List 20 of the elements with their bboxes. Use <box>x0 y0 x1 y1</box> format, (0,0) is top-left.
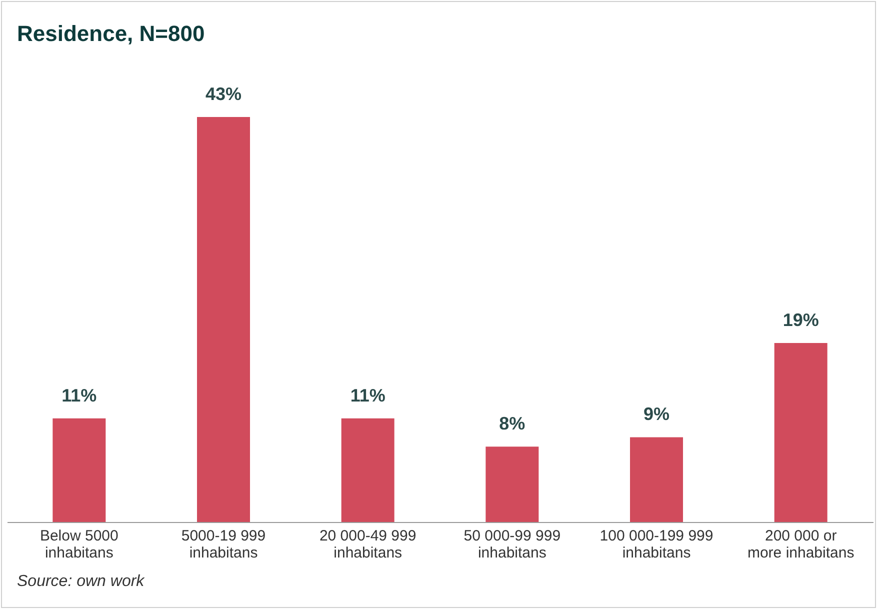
bar <box>630 437 683 522</box>
x-tick-label: 200 000 or more inhabitans <box>747 528 854 562</box>
bar <box>341 418 394 522</box>
x-tick-label: Below 5000 inhabitans <box>40 528 118 562</box>
data-label: 8% <box>499 414 526 434</box>
data-label: 11% <box>62 385 97 406</box>
bar <box>486 446 539 522</box>
x-tick-label: 20 000-49 999 inhabitans <box>319 528 416 562</box>
bar <box>774 343 828 522</box>
x-tick-label: 5000-19 999 inhabitans <box>181 528 266 562</box>
x-tick-label: 50 000-99 999 inhabitans <box>464 528 561 562</box>
data-label: 19% <box>782 310 819 330</box>
data-label: 11% <box>350 385 386 406</box>
x-tick-label: 100 000-199 999 inhabitans <box>600 528 714 562</box>
data-label: 9% <box>643 404 670 424</box>
data-label: 43% <box>205 84 242 104</box>
bar <box>52 418 106 522</box>
chart-title: Residence, N=800 <box>17 21 205 46</box>
source-note: Source: own work <box>17 573 144 591</box>
bar <box>197 117 250 522</box>
